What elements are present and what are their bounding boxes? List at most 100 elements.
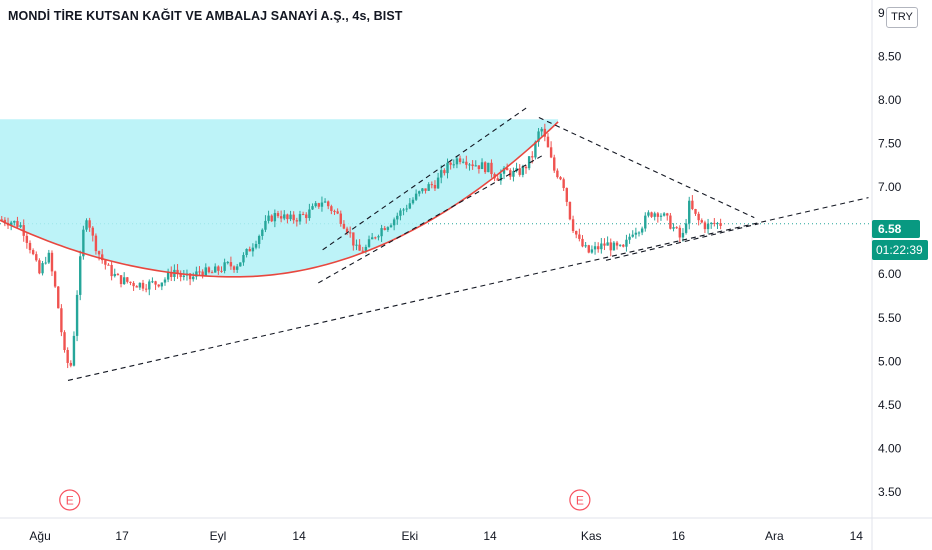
candle-body — [672, 227, 675, 229]
candle-body — [223, 262, 226, 271]
candle-body — [590, 249, 594, 253]
candle-body — [257, 235, 261, 244]
trendline-channel-upper — [322, 106, 528, 251]
candle-body — [261, 229, 264, 236]
candle-body — [559, 177, 562, 180]
candle-body — [697, 213, 700, 221]
candle-body — [345, 228, 349, 233]
candle-body — [458, 158, 462, 163]
candle-body — [295, 220, 299, 222]
price-tick-label: 7.50 — [878, 137, 902, 151]
candle-body — [217, 266, 220, 271]
candle-body — [436, 177, 440, 189]
candle-body — [235, 266, 239, 270]
candle-body — [31, 250, 35, 255]
candle-body — [264, 220, 267, 230]
candle-body — [279, 216, 283, 219]
candle-body — [713, 222, 716, 224]
candle-body — [631, 234, 634, 237]
candle-body — [703, 222, 707, 230]
earnings-event-circle — [569, 489, 591, 511]
candle-body — [571, 219, 575, 232]
candle-body — [182, 275, 186, 278]
candle-body — [91, 227, 94, 236]
candle-body — [662, 213, 666, 216]
candle-body — [122, 277, 126, 285]
candle-body — [449, 162, 452, 165]
candle-body — [377, 236, 380, 238]
candle-body — [270, 215, 273, 222]
candle-body — [575, 231, 578, 235]
price-tick-label: 5.50 — [878, 311, 902, 325]
currency-badge[interactable]: TRY — [886, 7, 918, 28]
candle-body — [509, 170, 512, 177]
candle-body — [568, 201, 572, 220]
candle-body — [245, 248, 248, 255]
candle-body — [440, 170, 443, 178]
candle-body — [201, 271, 204, 276]
candle-body — [113, 273, 116, 277]
candle-body — [126, 277, 129, 282]
candle-body — [543, 128, 547, 137]
candle-body — [596, 246, 600, 250]
earnings-event-marker[interactable]: E — [59, 489, 81, 511]
candle-body — [320, 202, 324, 207]
candle-body — [446, 162, 449, 174]
time-tick-label: 16 — [672, 529, 686, 543]
candle-body — [57, 286, 60, 309]
candle-body — [587, 245, 590, 253]
candle-body — [678, 227, 682, 238]
earnings-event-marker[interactable]: E — [569, 489, 591, 511]
candlestick-series[interactable] — [0, 123, 722, 369]
candle-body — [383, 228, 386, 230]
candle-body — [518, 168, 521, 175]
candle-body — [640, 228, 644, 233]
candle-body — [204, 267, 207, 276]
candle-body — [414, 193, 418, 200]
candle-body — [681, 232, 685, 238]
candle-body — [653, 213, 656, 217]
candle-body — [650, 212, 653, 217]
candle-body — [666, 213, 669, 216]
candle-body — [179, 273, 182, 278]
candle-body — [132, 282, 135, 287]
candle-body — [311, 206, 314, 210]
candle-body — [527, 156, 531, 169]
candle-body — [537, 131, 540, 142]
candle-body — [581, 238, 584, 247]
candle-body — [129, 281, 132, 283]
candle-body — [170, 271, 173, 277]
candle-body — [688, 200, 691, 224]
earnings-event-label: E — [576, 494, 584, 508]
candle-body — [298, 214, 302, 222]
candle-body — [254, 243, 258, 248]
price-tick-label: 5.00 — [878, 354, 902, 368]
candle-body — [220, 270, 223, 272]
candle-body — [19, 225, 22, 227]
candle-body — [411, 199, 415, 204]
candle-body — [691, 200, 694, 210]
trendline-lower-support — [605, 223, 759, 261]
candle-body — [474, 165, 477, 167]
time-tick-label: Ağu — [29, 529, 50, 543]
candle-body — [327, 201, 330, 207]
candle-body — [267, 215, 270, 221]
last-price-badge: 6.58 — [872, 220, 920, 238]
candle-body — [531, 156, 534, 158]
candle-body — [496, 178, 499, 181]
candle-body — [305, 214, 308, 219]
candle-body — [540, 128, 543, 132]
candle-body — [141, 282, 145, 289]
candle-body — [644, 215, 647, 229]
candle-body — [386, 227, 390, 230]
candle-body — [276, 213, 280, 217]
candle-body — [546, 136, 550, 148]
candle-body — [396, 215, 399, 220]
candle-body — [135, 286, 138, 288]
candle-body — [94, 235, 98, 252]
candle-body — [188, 273, 192, 280]
bar-countdown-badge: 01:22:39 — [872, 240, 928, 260]
